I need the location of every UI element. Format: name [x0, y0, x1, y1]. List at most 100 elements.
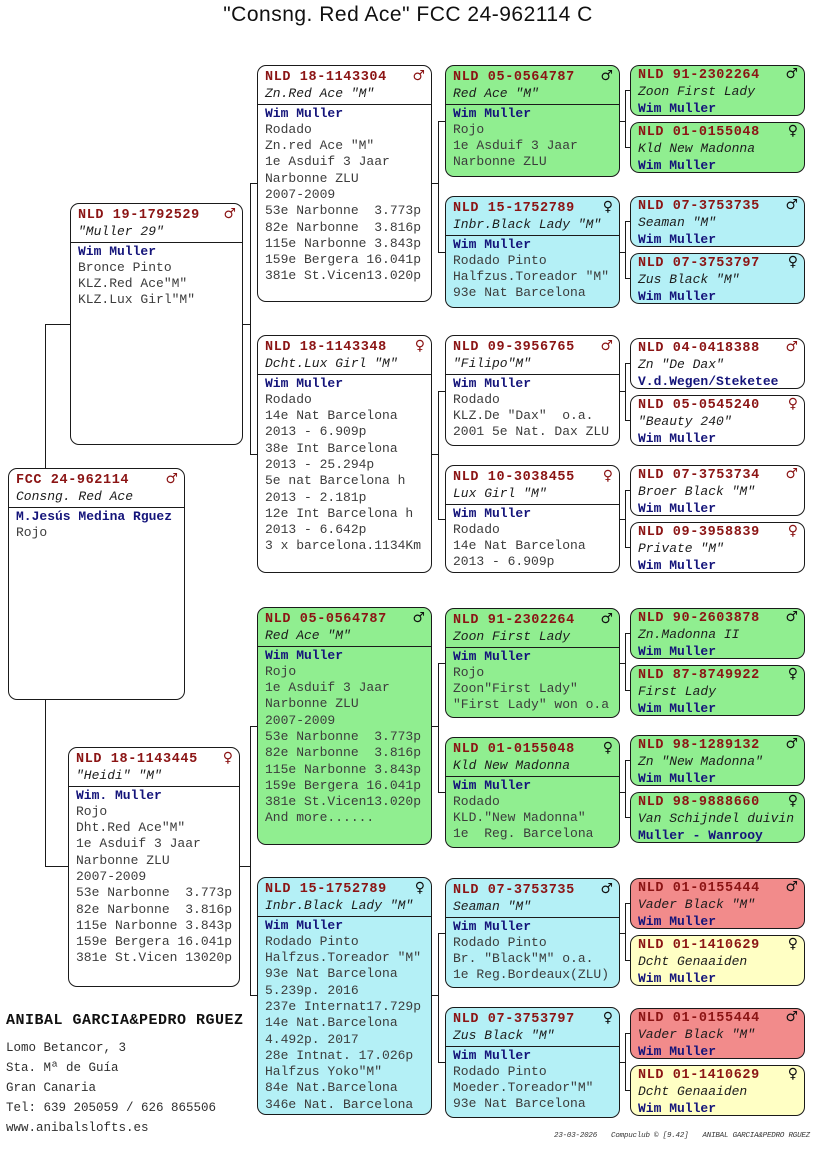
connector-line	[432, 454, 439, 455]
pigeon-name: Consng. Red Ace	[16, 489, 134, 504]
detail-line: Halfzus.Toreador "M"	[265, 950, 422, 966]
connector-line	[625, 1033, 626, 1091]
detail-line: 381e St.Vicen13.020p	[265, 268, 422, 284]
detail-line: Rojo	[265, 663, 297, 679]
owner-line: Wim Muller	[453, 236, 532, 252]
pigeon-name: First Lady	[638, 684, 717, 699]
detail-line: Halfzus Yoko"M"	[265, 1064, 383, 1080]
connector-line	[438, 1062, 445, 1063]
ring-number: NLD 91-2302264	[453, 613, 575, 628]
female-icon: ♀	[787, 1066, 798, 1082]
connector-line	[250, 454, 257, 455]
pigeon-name: Zoon First Lady	[638, 84, 756, 99]
detail-line: 12e Int Barcelona h	[265, 505, 414, 521]
connector-line	[625, 90, 630, 91]
pigeon-name: Dcht Genaaiden	[638, 1084, 748, 1099]
ring-number: NLD 19-1792529	[78, 208, 200, 223]
owner-line: Wim Muller	[453, 1047, 532, 1063]
detail-line: KLD."New Madonna"	[453, 810, 586, 826]
pedigree-box-b46: NLD 01-0155048 ♀ Kld New Madonna Wim Muller…	[445, 737, 620, 848]
detail-line: 2007-2009	[265, 186, 336, 202]
male-icon: ♂	[785, 339, 798, 355]
connector-line	[625, 690, 630, 691]
pigeon-name: Dcht Genaaiden	[638, 954, 748, 969]
detail-line: 53e Narbonne 3.773p	[265, 728, 422, 744]
detail-line: Narbonne ZLU	[265, 170, 359, 186]
ring-number: NLD 01-0155048	[638, 125, 760, 140]
connector-line	[625, 221, 630, 222]
pigeon-name: "Beauty 240"	[638, 414, 732, 429]
pigeon-name: Vader Black "M"	[638, 897, 756, 912]
pigeon-name: Lux Girl "M"	[453, 486, 547, 501]
owner-line: Wim Muller	[638, 770, 717, 786]
connector-line	[625, 278, 630, 279]
ring-number: NLD 07-3753797	[638, 256, 760, 271]
owner-line: Wim Muller	[453, 648, 532, 664]
detail-line: 2007-2009	[265, 712, 336, 728]
detail-line: Rodado Pinto	[453, 934, 547, 950]
male-icon: ♂	[600, 881, 613, 897]
detail-line: Narbonne ZLU	[76, 852, 170, 868]
connector-line	[45, 866, 69, 867]
ring-number: NLD 87-8749922	[638, 668, 760, 683]
ring-number: FCC 24-962114	[16, 473, 130, 488]
female-icon: ♀	[414, 338, 425, 354]
detail-line: 115e Narbonne 3.843p	[76, 917, 233, 933]
connector-line	[243, 324, 251, 325]
detail-line: Rodado	[453, 391, 500, 407]
owner-line: Wim Muller	[265, 917, 344, 933]
pigeon-name: Zus Black "M"	[638, 272, 740, 287]
detail-line: 28e Intnat. 17.026p	[265, 1047, 414, 1063]
ring-number: NLD 98-9888660	[638, 795, 760, 810]
detail-line: 38e Int Barcelona	[265, 440, 398, 456]
detail-line: Rojo	[453, 121, 485, 137]
breeder-address-line: Lomo Betancor, 3	[6, 1041, 127, 1055]
detail-line: KLZ.Lux Girl"M"	[78, 292, 196, 308]
detail-line: 82e Narbonne 3.816p	[76, 901, 233, 917]
pedigree-box-b47: NLD 07-3753735 ♂ Seaman "M" Wim Muller Rodad…	[445, 878, 620, 988]
detail-line: 381e St.Vicen 13020p	[76, 950, 233, 966]
detail-line: 2013 - 25.294p	[265, 456, 375, 472]
connector-line	[620, 121, 626, 122]
connector-line	[625, 760, 626, 818]
owner-line: Wim Muller	[638, 231, 717, 247]
connector-line	[432, 995, 439, 996]
owner-line: Wim Muller	[638, 1043, 717, 1059]
connector-line	[250, 726, 251, 996]
pedigree-box-b43: NLD 09-3956765 ♂ "Filipo"M" Wim Muller Rodad…	[445, 335, 620, 446]
owner-line: Wim Muller	[453, 375, 532, 391]
connector-line	[625, 817, 630, 818]
ring-number: NLD 15-1752789	[453, 201, 575, 216]
connector-line	[250, 995, 257, 996]
pedigree-box-b34: NLD 15-1752789 ♀ Inbr.Black Lady "M" Wim Mu…	[257, 877, 432, 1115]
connector-line	[438, 252, 445, 253]
header-separator	[446, 373, 619, 375]
owner-line: Wim Muller	[638, 970, 717, 986]
pigeon-name: Seaman "M"	[453, 899, 532, 914]
detail-line: Rojo	[453, 664, 485, 680]
owner-line: Wim Muller	[638, 913, 717, 929]
male-icon: ♂	[412, 68, 425, 84]
header-separator	[446, 1045, 619, 1047]
owner-line: Wim Muller	[265, 105, 344, 121]
connector-line	[250, 726, 257, 727]
pedigree-box-b31: NLD 18-1143304 ♂ Zn.Red Ace "M" Wim Muller R…	[257, 65, 432, 302]
male-icon: ♂	[785, 197, 798, 213]
pedigree-box-p4: NLD 07-3753797 ♀ Zus Black "M" Wim Muller	[630, 253, 805, 304]
header-separator	[446, 103, 619, 105]
detail-line: And more......	[265, 810, 375, 826]
detail-line: Rodado Pinto	[453, 1063, 547, 1079]
connector-line	[250, 183, 251, 455]
detail-line: Rojo	[76, 803, 108, 819]
pedigree-box-p3: NLD 07-3753735 ♂ Seaman "M" Wim Muller	[630, 196, 805, 247]
ring-number: NLD 18-1143348	[265, 340, 387, 355]
detail-line: 2007-2009	[76, 868, 147, 884]
pedigree-box-b33: NLD 05-0564787 ♂ Red Ace "M" Wim Muller Rojo…	[257, 607, 432, 845]
connector-line	[240, 866, 251, 867]
owner-line: V.d.Wegen/Steketee	[638, 373, 779, 389]
detail-line: 84e Nat.Barcelona	[265, 1080, 398, 1096]
detail-line: Br. "Black"M" o.a.	[453, 951, 594, 967]
connector-line	[438, 663, 439, 793]
female-icon: ♀	[222, 750, 233, 766]
male-icon: ♂	[785, 466, 798, 482]
